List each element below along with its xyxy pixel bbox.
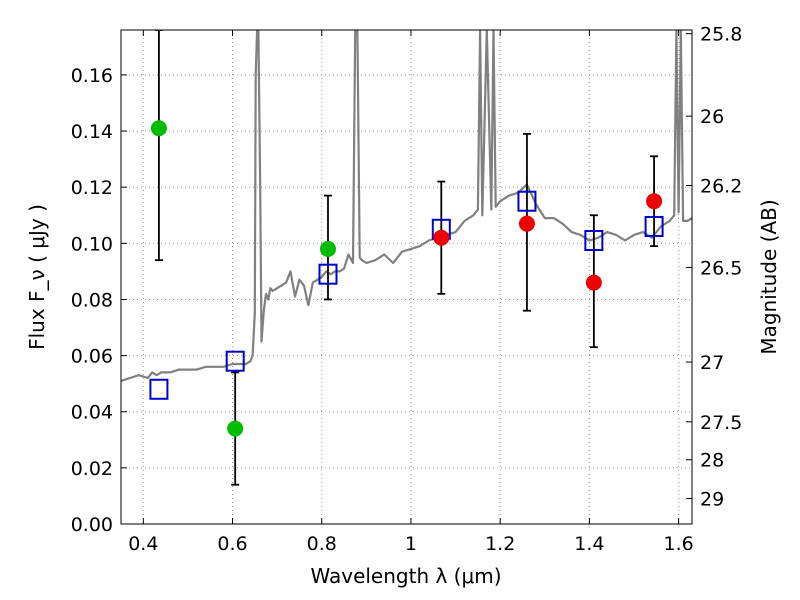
observed-point bbox=[518, 215, 535, 232]
x-tick-label: 0.6 bbox=[217, 533, 247, 555]
right-tick-label: 25.8 bbox=[700, 24, 742, 46]
x-axis-label: Wavelength λ (μm) bbox=[310, 564, 501, 588]
y-tick-label: 0.06 bbox=[71, 346, 113, 368]
right-tick-label: 27 bbox=[700, 352, 724, 374]
right-tick-label: 26.5 bbox=[700, 257, 742, 279]
y-tick-label: 0.08 bbox=[71, 289, 113, 311]
y-tick-label: 0.10 bbox=[71, 233, 113, 255]
observed-point bbox=[227, 420, 244, 437]
spectrum-line bbox=[121, 30, 692, 382]
y-tick-label: 0.02 bbox=[71, 458, 113, 480]
x-tick-label: 1 bbox=[405, 533, 417, 555]
y-axis-label: Flux F_ν ( μJy ) bbox=[25, 204, 49, 350]
y-tick-label: 0.00 bbox=[71, 514, 113, 536]
model-square bbox=[584, 230, 604, 252]
observed-point bbox=[319, 240, 336, 257]
x-tick-label: 0.4 bbox=[128, 533, 158, 555]
right-tick-label: 28 bbox=[700, 450, 724, 472]
right-tick-label: 29 bbox=[700, 488, 724, 510]
x-tick-label: 1.4 bbox=[574, 533, 604, 555]
y-tick-label: 0.12 bbox=[71, 177, 113, 199]
model-square bbox=[225, 350, 245, 372]
observed-point bbox=[433, 229, 450, 246]
x-tick-label: 1.6 bbox=[664, 533, 694, 555]
observed-point bbox=[585, 274, 602, 291]
right-tick-label: 27.5 bbox=[700, 412, 742, 434]
model-square bbox=[318, 263, 338, 285]
right-axis-label: Magnitude (AB) bbox=[757, 199, 781, 354]
plot-frame bbox=[120, 29, 693, 525]
model-square bbox=[644, 215, 664, 237]
right-tick-label: 26.2 bbox=[700, 175, 742, 197]
spectrum-layer bbox=[121, 30, 692, 382]
y-tick-label: 0.16 bbox=[71, 65, 113, 87]
x-tick-label: 1.2 bbox=[485, 533, 515, 555]
y-tick-label: 0.04 bbox=[71, 402, 113, 424]
model-square bbox=[149, 378, 169, 400]
model-square bbox=[517, 190, 537, 212]
ticks: 0.4 0.6 0.8 1 1.2 1.4 1.6 0.00 0.02 0.04 0.06 0.08 0… bbox=[71, 24, 743, 555]
observed-point bbox=[150, 120, 167, 137]
observed-point bbox=[646, 193, 663, 210]
y-tick-label: 0.14 bbox=[71, 121, 113, 143]
right-tick-label: 26 bbox=[700, 106, 724, 128]
x-tick-label: 0.8 bbox=[307, 533, 337, 555]
markers bbox=[149, 120, 664, 437]
